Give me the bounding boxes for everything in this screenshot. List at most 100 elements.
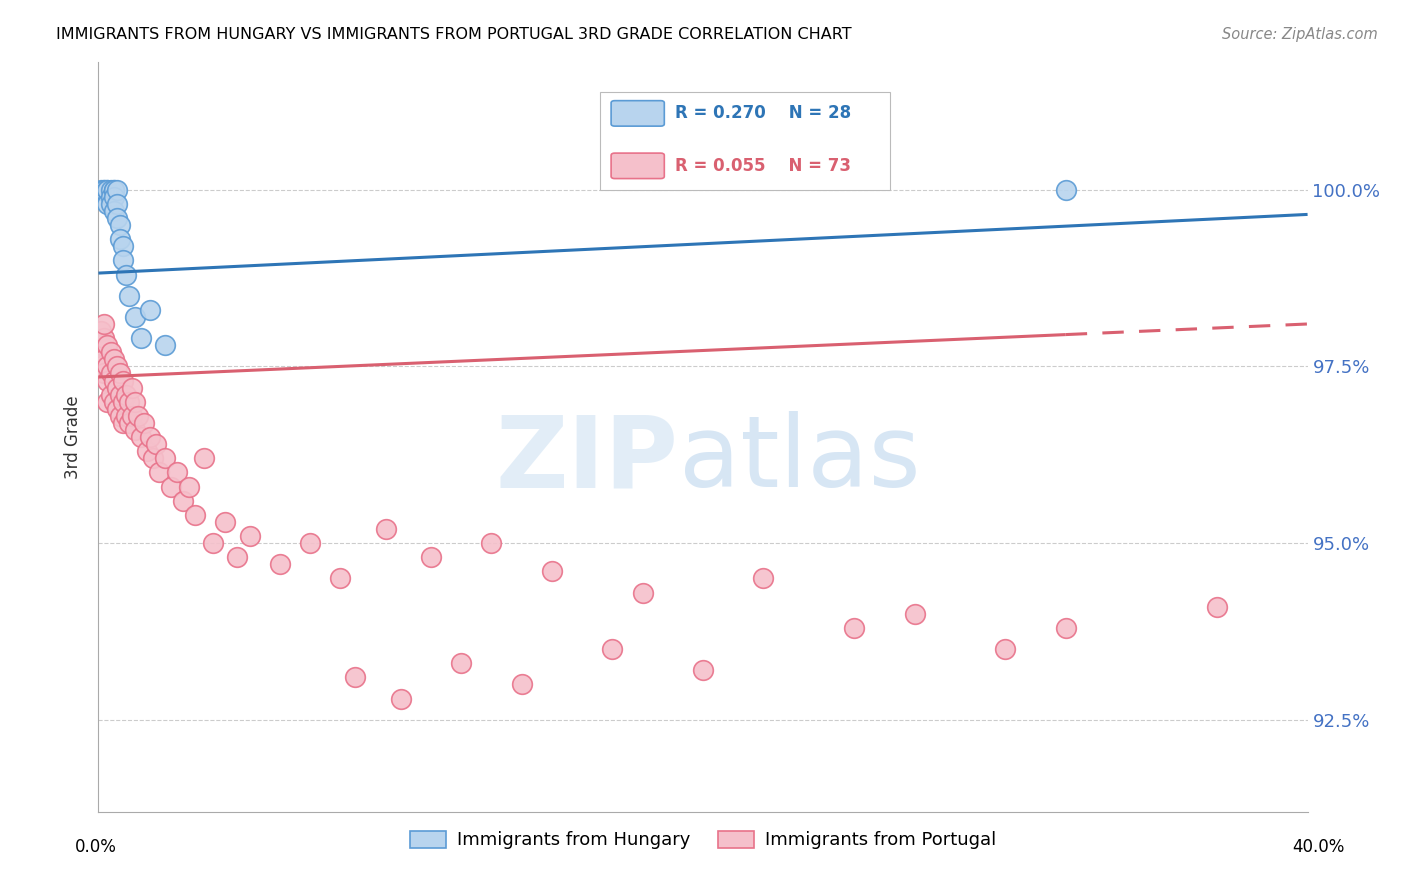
Point (105, 381, 128, 395)
Point (121, 409, 143, 423)
Point (103, 183, 125, 197)
Point (103, 352, 125, 367)
Point (1054, 183, 1077, 197)
Point (129, 430, 152, 444)
Point (96, 196, 118, 211)
Point (111, 253, 134, 268)
Point (111, 239, 134, 253)
Point (139, 302, 162, 317)
Point (602, 642, 624, 657)
Point (93, 352, 115, 367)
Point (329, 571, 352, 585)
Point (129, 331, 152, 345)
Text: 0.0%: 0.0% (75, 838, 117, 855)
Point (100, 367, 122, 381)
Point (96, 374, 118, 388)
FancyBboxPatch shape (612, 153, 664, 178)
Point (844, 621, 866, 635)
Point (153, 451, 176, 466)
Point (93, 317, 115, 331)
Point (124, 394, 146, 409)
Point (118, 416, 141, 430)
Point (269, 558, 291, 572)
Point (103, 374, 125, 388)
Point (111, 374, 134, 388)
Point (114, 268, 136, 282)
Text: R = 0.270    N = 28: R = 0.270 N = 28 (675, 104, 851, 122)
Point (540, 565, 562, 579)
Point (226, 550, 249, 565)
Legend: Immigrants from Hungary, Immigrants from Portugal: Immigrants from Hungary, Immigrants from… (404, 823, 1002, 856)
Point (132, 416, 155, 430)
Point (96, 183, 118, 197)
Point (172, 493, 194, 508)
Point (752, 571, 775, 585)
Point (481, 536, 503, 550)
Text: Source: ZipAtlas.com: Source: ZipAtlas.com (1222, 27, 1378, 42)
Point (145, 437, 167, 451)
Point (103, 394, 125, 409)
FancyBboxPatch shape (600, 93, 890, 190)
Point (103, 183, 125, 197)
Point (631, 585, 654, 599)
Point (96, 359, 118, 374)
Point (184, 508, 207, 522)
Point (100, 345, 122, 359)
Point (93, 367, 115, 381)
Point (105, 196, 128, 211)
Point (299, 536, 322, 550)
Point (692, 664, 714, 678)
Point (90, 338, 112, 352)
Point (100, 387, 122, 401)
Point (344, 670, 367, 684)
Text: IMMIGRANTS FROM HUNGARY VS IMMIGRANTS FROM PORTUGAL 3RD GRADE CORRELATION CHART: IMMIGRANTS FROM HUNGARY VS IMMIGRANTS FR… (56, 27, 852, 42)
Point (108, 387, 131, 401)
Point (93, 183, 115, 197)
Point (100, 183, 122, 197)
Point (135, 444, 157, 458)
Point (93, 183, 115, 197)
Point (127, 409, 149, 423)
Text: 40.0%: 40.0% (1292, 838, 1346, 855)
Point (389, 691, 412, 706)
Point (108, 218, 131, 232)
Point (153, 338, 176, 352)
Point (103, 203, 125, 218)
Text: atlas: atlas (679, 411, 921, 508)
Point (193, 451, 215, 466)
Point (100, 196, 122, 211)
Point (139, 430, 162, 444)
Point (90, 183, 112, 197)
Point (124, 310, 146, 324)
Point (142, 451, 165, 466)
Point (105, 359, 128, 374)
Y-axis label: 3rd Grade: 3rd Grade (65, 395, 83, 479)
Point (121, 381, 143, 395)
Point (105, 401, 128, 416)
Point (93, 331, 115, 345)
Text: ZIP: ZIP (496, 411, 679, 508)
Point (103, 190, 125, 204)
Point (1206, 599, 1229, 614)
Point (510, 677, 533, 691)
Point (160, 479, 183, 493)
Point (202, 536, 225, 550)
Point (90, 359, 112, 374)
Point (374, 522, 396, 536)
Point (105, 211, 128, 225)
Point (118, 289, 141, 303)
Text: R = 0.055    N = 73: R = 0.055 N = 73 (675, 157, 851, 175)
Point (111, 416, 134, 430)
Point (239, 529, 262, 543)
Point (450, 657, 472, 671)
Point (420, 550, 443, 565)
Point (179, 479, 201, 493)
Point (108, 232, 131, 246)
Point (96, 338, 118, 352)
Point (108, 367, 131, 381)
Point (148, 466, 170, 480)
Point (111, 394, 134, 409)
Point (100, 190, 122, 204)
Point (90, 324, 112, 338)
Point (166, 466, 188, 480)
